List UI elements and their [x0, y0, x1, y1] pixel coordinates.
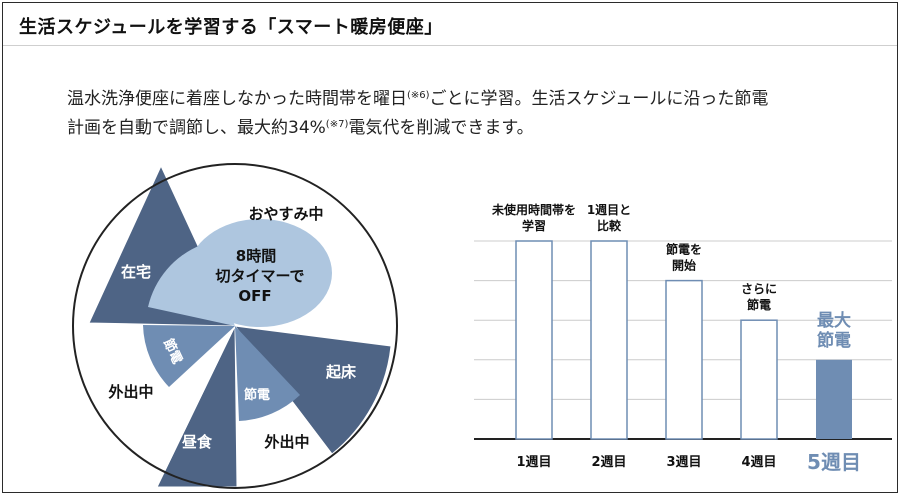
pie-label-lunch: 昼食: [182, 433, 213, 451]
footnote-ref: (※6): [407, 90, 430, 101]
page-title: 生活スケジュールを学習する「スマート暖房便座」: [19, 17, 443, 38]
pie-label-sleeping: おやすみ中: [248, 205, 323, 223]
bar-week-1: [515, 240, 553, 440]
pie-outline: [72, 163, 398, 489]
saving-wedge-left: [143, 325, 235, 387]
timer-bubble: [188, 219, 332, 327]
description: 温水洗浄便座に着座しなかった時間帯を曜日(※6)ごとに学習。生活スケジュールに沿…: [67, 83, 857, 141]
savings-bar-chart: 未使用時間帯を学習1週目1週目と比較2週目節電を開始3週目さらに節電4週目最大節…: [474, 202, 892, 474]
timer-text-line-1: 8時間: [236, 247, 276, 265]
x-tick-label: 4週目: [741, 455, 776, 470]
description-text: 計画を自動で調節し、最大約34%: [67, 118, 326, 138]
bar-annotation: さらに: [741, 282, 777, 296]
bar-annotation: 未使用時間帯を: [491, 202, 576, 217]
footnote-ref: (※7): [325, 119, 349, 130]
bar-annotation: 最大: [817, 310, 851, 331]
pie-slice-out-2: [85, 322, 236, 488]
timer-text-line-3: OFF: [238, 287, 271, 305]
bar-annotation: 比較: [597, 218, 622, 233]
x-tick-label: 1週目: [516, 455, 551, 470]
saving-wedge-bottom: [235, 326, 300, 421]
saving-label-bottom: 節電: [244, 387, 270, 403]
bar-annotation: 1週目と: [587, 202, 631, 217]
bar-week-4: [740, 319, 778, 440]
bar-week-5: [816, 359, 852, 439]
description-text: 電気代を削減できます。: [348, 118, 534, 138]
pie-slice-wake-up: [233, 325, 392, 455]
x-tick-label: 2週目: [591, 455, 626, 470]
bar-week-2: [590, 240, 628, 440]
bar-week-3: [665, 279, 703, 440]
x-tick-label: 5週目: [807, 450, 861, 474]
timer-text-line-2: 切タイマーで: [215, 267, 304, 285]
pie-label-wake-up: 起床: [325, 363, 357, 381]
header: 生活スケジュールを学習する「スマート暖房便座」: [3, 3, 897, 46]
pie-label-at-home: 在宅: [121, 263, 151, 281]
bar-annotation: 節電: [747, 297, 771, 312]
description-line-2: 計画を自動で調節し、最大約34%(※7)電気代を削減できます。: [67, 112, 857, 141]
bar-annotation: 節電を: [666, 242, 702, 257]
bar-annotation: 節電: [816, 330, 851, 351]
pie-label-out-2: 外出中: [107, 383, 153, 401]
description-text: ごとに学習。生活スケジュールに沿った節電: [429, 89, 769, 109]
description-text: 温水洗浄便座に着座しなかった時間帯を曜日: [67, 89, 407, 109]
bar-annotation: 学習: [522, 218, 546, 233]
bar-annotation: 開始: [672, 258, 696, 273]
x-tick-label: 3週目: [666, 455, 701, 470]
description-line-1: 温水洗浄便座に着座しなかった時間帯を曜日(※6)ごとに学習。生活スケジュールに沿…: [67, 83, 857, 112]
pie-label-out-1: 外出中: [263, 433, 309, 451]
